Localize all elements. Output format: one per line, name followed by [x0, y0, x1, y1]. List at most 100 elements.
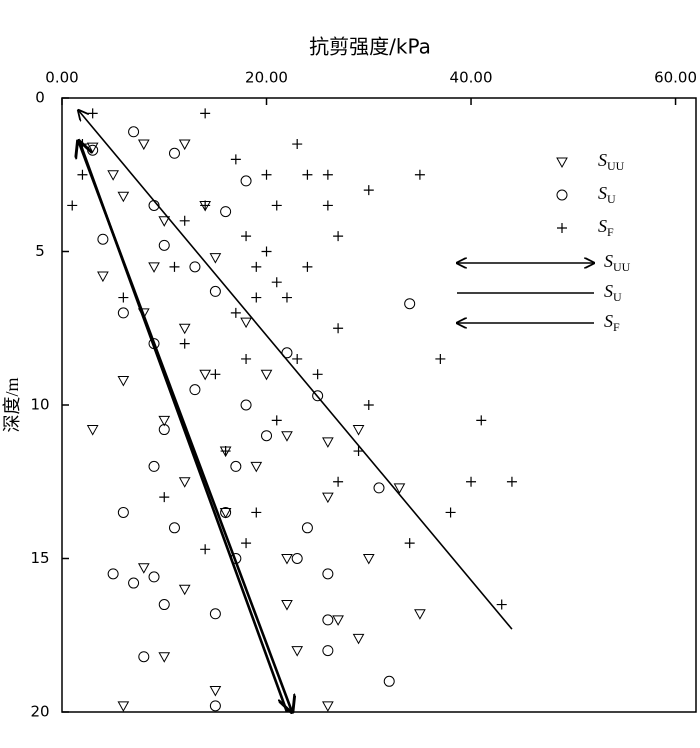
plus-marker	[281, 292, 292, 303]
plus-marker	[169, 261, 180, 272]
circle-marker	[117, 307, 129, 319]
triangle-marker	[137, 563, 150, 574]
circle-marker	[220, 206, 232, 218]
y-tick-label: 5	[35, 242, 45, 260]
circle-marker	[148, 460, 160, 472]
legend-label-sub: UU	[607, 159, 625, 173]
circle-marker	[373, 482, 385, 494]
x-tick-label: 20.00	[245, 69, 288, 87]
legend-label-main: S	[604, 311, 613, 331]
circle-marker	[168, 147, 180, 159]
circle-marker	[240, 399, 252, 411]
triangle-marker	[281, 554, 293, 565]
triangle-marker	[332, 615, 344, 626]
plus-marker	[271, 415, 282, 426]
x-tick-label: 0.00	[45, 69, 78, 87]
legend-label-sub: F	[607, 225, 614, 239]
legend-label-sub: UU	[613, 260, 631, 274]
plus-marker	[466, 476, 477, 487]
plus-marker	[251, 292, 262, 303]
circle-marker	[261, 430, 273, 442]
triangle-marker	[97, 271, 109, 283]
plus-marker	[241, 231, 252, 242]
triangle-marker	[148, 262, 160, 273]
plus-marker	[67, 200, 78, 211]
plus-marker	[302, 261, 313, 272]
circle-marker	[209, 700, 221, 712]
triangle-marker	[107, 170, 119, 181]
plus-marker	[404, 538, 415, 549]
legend-label-main: S	[598, 183, 607, 203]
plus-marker	[261, 246, 272, 257]
circle-marker	[209, 285, 221, 297]
circle-marker	[322, 568, 334, 580]
triangle-marker	[117, 701, 130, 712]
plus-marker	[363, 400, 374, 410]
triangle-marker	[158, 652, 171, 663]
circle-marker	[138, 651, 150, 663]
circle-marker	[168, 522, 180, 534]
legend-label-sub: U	[613, 290, 622, 304]
circle-marker	[322, 614, 334, 626]
triangle-marker	[250, 461, 263, 473]
plus-marker	[322, 200, 333, 211]
circle-marker	[556, 189, 568, 201]
circle-marker	[87, 144, 99, 156]
plus-marker	[241, 353, 252, 364]
circle-marker	[107, 568, 119, 580]
plus-marker	[261, 169, 272, 180]
plus-marker	[506, 476, 517, 487]
legend-label-main: S	[598, 150, 607, 170]
circle-marker	[404, 298, 416, 310]
legend-label-main: S	[604, 281, 613, 301]
plus-marker	[496, 599, 507, 610]
triangle-marker	[322, 701, 334, 712]
triangle-marker	[178, 477, 191, 488]
triangle-marker	[209, 253, 222, 264]
triangle-marker	[117, 375, 130, 387]
triangle-marker	[393, 483, 406, 494]
plus-marker	[271, 200, 282, 211]
circle-marker	[209, 608, 221, 620]
triangle-marker	[414, 609, 426, 620]
triangle-marker	[158, 415, 171, 427]
circle-marker	[97, 233, 109, 245]
triangle-marker	[209, 686, 222, 697]
y-tick-label: 15	[30, 549, 49, 567]
plus-marker	[292, 139, 303, 150]
circle-marker	[383, 675, 395, 687]
triangle-marker	[281, 431, 293, 442]
legend-label: SU	[598, 183, 616, 206]
circle-marker	[158, 599, 170, 611]
plus-marker	[333, 231, 344, 242]
legend-label: SF	[598, 216, 614, 239]
circle-marker	[291, 553, 303, 564]
triangle-marker	[352, 633, 365, 645]
legend-label: SUU	[604, 251, 631, 274]
trend-line	[78, 110, 513, 630]
plus-marker	[179, 338, 190, 349]
plus-marker	[312, 369, 323, 380]
triangle-marker	[178, 139, 191, 151]
circle-marker	[301, 522, 313, 534]
y-tick-label: 0	[35, 89, 45, 107]
circle-marker	[158, 239, 170, 251]
circle-marker	[148, 571, 160, 583]
triangle-marker	[362, 554, 375, 565]
plus-marker	[445, 507, 456, 518]
plus-marker	[230, 154, 241, 165]
triangle-marker	[260, 369, 273, 381]
triangle-marker	[556, 157, 568, 169]
legend-label-sub: F	[613, 320, 620, 334]
circle-marker	[322, 645, 334, 657]
triangle-marker	[281, 600, 293, 611]
plus-marker	[230, 307, 241, 318]
triangle-marker	[199, 369, 212, 381]
y-tick-label: 10	[30, 396, 49, 414]
legend-label: SUU	[598, 150, 625, 173]
plus-marker	[159, 492, 170, 503]
circle-marker	[230, 460, 242, 472]
circle-marker	[189, 384, 201, 396]
circle-marker	[189, 261, 201, 273]
triangle-marker	[178, 323, 191, 335]
